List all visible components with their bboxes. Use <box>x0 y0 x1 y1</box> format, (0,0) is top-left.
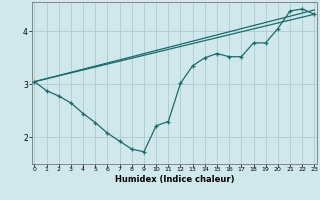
X-axis label: Humidex (Indice chaleur): Humidex (Indice chaleur) <box>115 175 234 184</box>
